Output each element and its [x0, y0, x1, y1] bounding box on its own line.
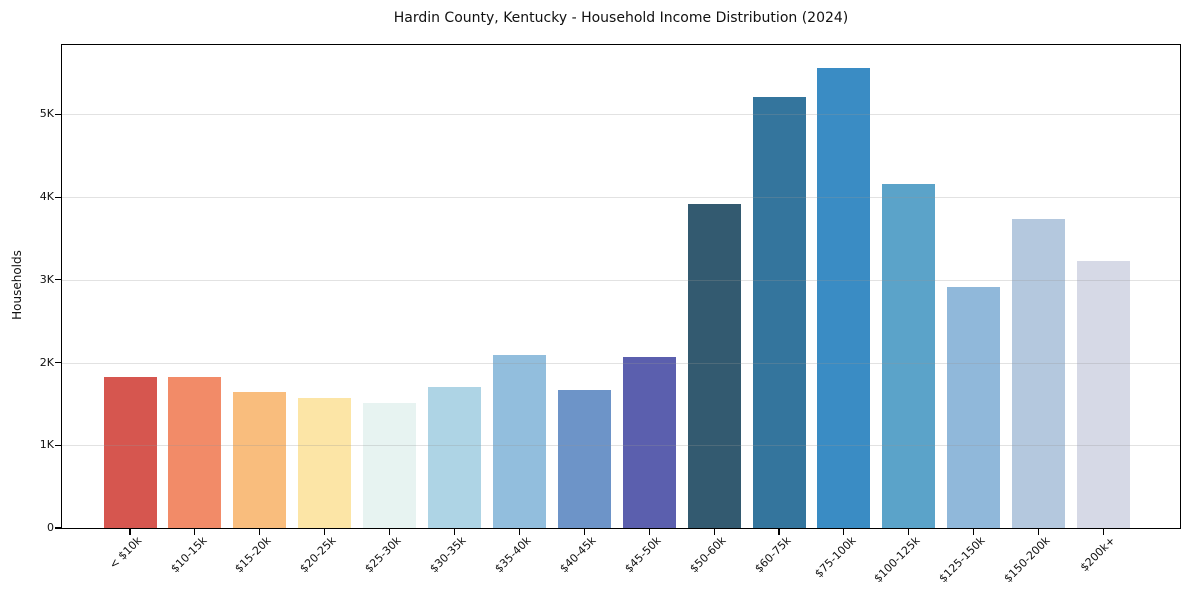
y-tick-label: 0: [47, 521, 54, 534]
x-tick-label: $50-60k: [687, 534, 729, 576]
x-tick-mark: [453, 529, 456, 535]
bar: [298, 398, 352, 528]
x-tick-label: $30-35k: [427, 534, 469, 576]
y-tick-label: 3K: [39, 272, 54, 286]
gridline: [62, 114, 1180, 116]
bar: [1012, 218, 1066, 528]
chart-title: Hardin County, Kentucky - Household Inco…: [393, 10, 849, 26]
bar: [103, 376, 157, 528]
x-tick-mark: [1102, 529, 1105, 535]
x-tick-label: $10-15k: [167, 534, 210, 576]
bar: [817, 68, 871, 528]
bar: [882, 183, 936, 528]
y-tick-mark: [55, 113, 61, 116]
x-tick-label: $100-125k: [871, 534, 924, 586]
gridline: [62, 445, 1180, 447]
bar: [363, 403, 417, 528]
x-tick-mark: [713, 529, 715, 535]
x-tick-mark: [973, 529, 975, 535]
x-tick-mark: [778, 529, 780, 535]
x-tick-mark: [1038, 529, 1040, 535]
x-tick-label: $25-30k: [362, 534, 404, 576]
y-tick-label: 5K: [39, 107, 54, 121]
y-tick-mark: [55, 196, 61, 198]
x-tick-label: $200k+: [1077, 534, 1118, 575]
x-tick-label: < $10k: [106, 534, 145, 572]
x-tick-label: $60-75k: [751, 534, 794, 576]
x-tick-mark: [129, 529, 131, 535]
gridline: [62, 197, 1180, 199]
bar: [752, 97, 806, 528]
x-tick-mark: [389, 529, 391, 535]
y-tick-label: 4K: [39, 190, 54, 204]
bar: [947, 286, 1001, 528]
x-tick-mark: [194, 529, 196, 535]
bar: [168, 376, 222, 528]
gridline: [62, 362, 1180, 364]
y-tick-mark: [55, 444, 61, 446]
x-tick-mark: [324, 529, 326, 535]
x-tick-mark: [843, 529, 845, 535]
y-tick-label: 2K: [39, 355, 54, 369]
bar: [1077, 260, 1130, 528]
y-tick-mark: [55, 527, 61, 529]
x-tick-mark: [583, 529, 585, 535]
plot-area: [61, 44, 1181, 529]
x-tick-label: $40-45k: [557, 534, 599, 576]
x-tick-label: $15-20k: [232, 534, 275, 576]
gridline: [62, 279, 1180, 281]
y-tick-mark: [55, 361, 61, 364]
x-tick-mark: [518, 529, 520, 535]
x-tick-mark: [648, 529, 650, 535]
bar: [687, 203, 741, 528]
bar: [557, 389, 611, 528]
x-tick-label: $150-200k: [1001, 534, 1053, 586]
bar: [233, 391, 287, 528]
bar: [622, 356, 676, 528]
x-tick-label: $20-25k: [297, 534, 339, 576]
bar: [428, 387, 481, 528]
y-tick-mark: [55, 279, 61, 281]
x-tick-label: $75-100k: [811, 534, 859, 581]
x-tick-label: $125-150k: [936, 534, 988, 586]
x-tick-mark: [259, 529, 261, 535]
x-tick-mark: [908, 529, 910, 535]
bar: [492, 355, 546, 528]
x-tick-label: $45-50k: [622, 534, 664, 576]
x-tick-label: $35-40k: [492, 534, 534, 576]
y-tick-label: 1K: [39, 438, 54, 452]
